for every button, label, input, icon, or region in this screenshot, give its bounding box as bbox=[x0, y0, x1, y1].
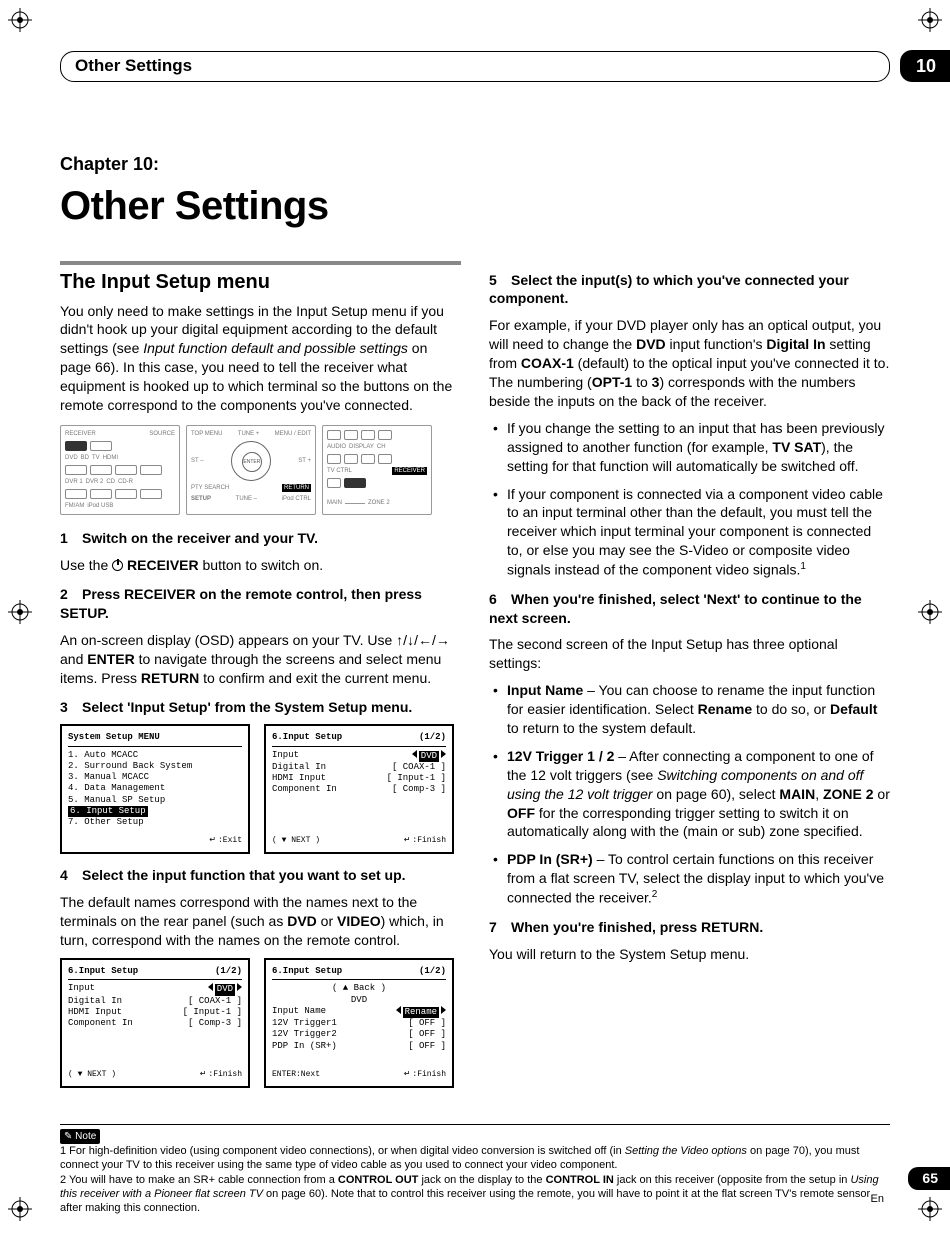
footnote-1: 1 For high-definition video (using compo… bbox=[60, 1144, 890, 1173]
step-2-body: An on-screen display (OSD) appears on yo… bbox=[60, 631, 461, 688]
osd-input-setup-3: 6.Input Setup(1/2) ( ▲ Back ) DVD Input … bbox=[264, 958, 454, 1088]
osd-screens-row-2: 6.Input Setup(1/2) InputDVDDigital In[ C… bbox=[60, 958, 461, 1088]
chapter-label: Chapter 10: bbox=[60, 152, 890, 176]
power-icon bbox=[112, 560, 123, 571]
list-item: PDP In (SR+) – To control certain functi… bbox=[489, 850, 890, 907]
osd-input-setup-2: 6.Input Setup(1/2) InputDVDDigital In[ C… bbox=[60, 958, 250, 1088]
step-2-heading: 2Press RECEIVER on the remote control, t… bbox=[60, 585, 461, 623]
step-5-body: For example, if your DVD player only has… bbox=[489, 316, 890, 410]
page-language: En bbox=[871, 1192, 884, 1207]
diagram-label: RECEIVER bbox=[65, 430, 96, 438]
up-arrow-icon: ↑ bbox=[396, 632, 403, 648]
chapter-tab: 10 bbox=[900, 50, 950, 82]
left-column: The Input Setup menu You only need to ma… bbox=[60, 261, 461, 1100]
diagram-label: SOURCE bbox=[149, 430, 175, 438]
list-item: If your component is connected via a com… bbox=[489, 485, 890, 580]
text: Switch on the receiver and your TV. bbox=[82, 530, 318, 546]
down-arrow-icon: ↓ bbox=[407, 632, 414, 648]
text-italic: Input function default and possible sett… bbox=[143, 340, 408, 356]
intro-paragraph: You only need to make settings in the In… bbox=[60, 302, 461, 415]
footnote-2: 2 You will have to make an SR+ cable con… bbox=[60, 1173, 890, 1216]
step-5-heading: 5Select the input(s) to which you've con… bbox=[489, 271, 890, 309]
step-1-heading: 1Switch on the receiver and your TV. bbox=[60, 529, 461, 548]
right-column: 5Select the input(s) to which you've con… bbox=[489, 261, 890, 1100]
step-1-body: Use the RECEIVER button to switch on. bbox=[60, 556, 461, 575]
step-4-heading: 4Select the input function that you want… bbox=[60, 866, 461, 885]
list-item: 12V Trigger 1 / 2 – After connecting a c… bbox=[489, 747, 890, 841]
chapter-heading: Chapter 10: Other Settings bbox=[60, 152, 890, 232]
page-header: Other Settings 10 bbox=[60, 50, 890, 82]
list-item: Input Name – You can choose to rename th… bbox=[489, 681, 890, 738]
footnote-ref: 1 bbox=[800, 561, 806, 572]
step-5-bullets: If you change the setting to an input th… bbox=[489, 419, 890, 580]
note-badge-icon: Note bbox=[60, 1129, 100, 1144]
step-7-heading: 7When you're finished, press RETURN. bbox=[489, 918, 890, 937]
osd-screens-row-1: System Setup MENU 1. Auto MCACC2. Surrou… bbox=[60, 724, 461, 854]
crop-mark-icon bbox=[8, 8, 32, 32]
step-6-bullets: Input Name – You can choose to rename th… bbox=[489, 681, 890, 907]
section-rule bbox=[60, 261, 461, 265]
osd-input-setup-1: 6.Input Setup(1/2) InputDVDDigital In[ C… bbox=[264, 724, 454, 854]
section-title: The Input Setup menu bbox=[60, 269, 461, 296]
osd-system-setup-menu: System Setup MENU 1. Auto MCACC2. Surrou… bbox=[60, 724, 250, 854]
list-item: If you change the setting to an input th… bbox=[489, 419, 890, 476]
crop-mark-icon bbox=[8, 1197, 32, 1221]
footnote-ref: 2 bbox=[652, 889, 658, 900]
footnotes: Note 1 For high-definition video (using … bbox=[60, 1124, 890, 1215]
crop-mark-icon bbox=[918, 8, 942, 32]
remote-control-diagram: RECEIVERSOURCE DVDBDTVHDMI DVR 1DVR 2CDC… bbox=[60, 425, 461, 515]
running-head: Other Settings bbox=[60, 51, 890, 82]
crop-mark-icon bbox=[918, 1197, 942, 1221]
step-7-body: You will return to the System Setup menu… bbox=[489, 945, 890, 964]
left-arrow-icon: ← bbox=[418, 632, 432, 648]
right-arrow-icon: → bbox=[436, 632, 450, 648]
step-4-body: The default names correspond with the na… bbox=[60, 893, 461, 950]
chapter-title: Other Settings bbox=[60, 179, 890, 233]
step-6-heading: 6When you're finished, select 'Next' to … bbox=[489, 590, 890, 628]
page-number: 65 bbox=[908, 1167, 950, 1190]
step-6-body: The second screen of the Input Setup has… bbox=[489, 635, 890, 673]
crop-mark-icon bbox=[8, 600, 32, 624]
crop-mark-icon bbox=[918, 600, 942, 624]
page-number-block: 65 En bbox=[871, 1167, 890, 1207]
step-3-heading: 3Select 'Input Setup' from the System Se… bbox=[60, 698, 461, 717]
